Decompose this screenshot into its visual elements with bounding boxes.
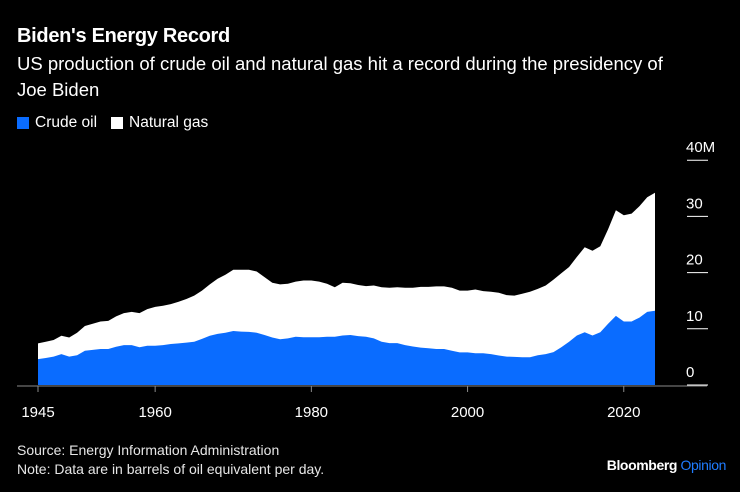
y-tick-label: 40M [686,139,715,156]
source-note: Source: Energy Information Administratio… [17,442,280,458]
logo-sub: Opinion [680,457,727,473]
logo-main: Bloomberg [606,457,678,473]
bloomberg-opinion-logo: Bloomberg Opinion [606,457,727,473]
legend-item-crude-oil: Crude oil [17,114,97,132]
legend-label-natural-gas: Natural gas [129,114,209,131]
x-tick-label: 2020 [607,404,640,421]
x-tick-label: 1945 [21,404,54,421]
legend-item-natural-gas: Natural gas [111,114,208,132]
x-tick-label: 1960 [138,404,171,421]
legend-label-crude-oil: Crude oil [35,114,98,131]
x-tick-label: 2000 [451,404,484,421]
area-crude-oil [38,310,655,385]
chart-subtitle: US production of crude oil and natural g… [17,53,663,100]
x-tick-label: 1980 [295,404,328,421]
y-tick-label: 30 [686,195,703,212]
legend-swatch-crude-oil [17,117,29,129]
y-tick-label: 10 [686,308,703,325]
legend: Crude oil Natural gas [17,114,208,132]
footnotes: Source: Energy Information Administratio… [17,441,324,479]
units-note: Note: Data are in barrels of oil equival… [17,461,325,477]
legend-swatch-natural-gas [111,117,124,129]
y-tick-label: 0 [686,364,694,381]
chart-title: Biden's Energy Record [17,25,230,47]
area-natural-gas [38,192,655,385]
y-tick-label: 20 [686,252,703,269]
